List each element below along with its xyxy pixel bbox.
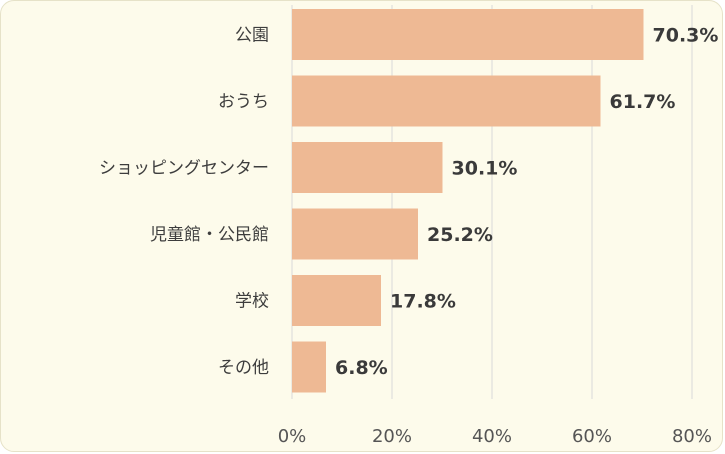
- bar: [292, 341, 326, 393]
- category-label: おうち: [218, 92, 269, 112]
- data-label: 25.2%: [427, 224, 493, 246]
- gridlines: [291, 5, 693, 399]
- bar: [292, 208, 418, 260]
- bar: [292, 275, 381, 326]
- x-tick-label: 20%: [372, 426, 412, 447]
- category-label: 公園: [235, 26, 269, 46]
- category-label: 児童館・公民館: [150, 225, 269, 245]
- labels: 0% 20% 40% 60% 80% 公園 70.3% おうち 61.7% ショッピングセンター 3…: [99, 25, 718, 448]
- bar: [292, 142, 443, 193]
- category-label: 学校: [235, 292, 269, 312]
- x-tick-label: 0%: [278, 426, 307, 447]
- data-label: 6.8%: [335, 357, 388, 379]
- x-tick-label: 60%: [572, 426, 612, 447]
- x-tick-label: 40%: [472, 426, 512, 447]
- bar: [292, 75, 601, 127]
- category-label: その他: [218, 358, 269, 378]
- data-label: 17.8%: [390, 291, 456, 313]
- data-label: 70.3%: [653, 25, 719, 47]
- data-label: 30.1%: [452, 158, 518, 180]
- category-label: ショッピングセンター: [99, 159, 269, 179]
- bar: [292, 9, 644, 60]
- data-label: 61.7%: [610, 91, 676, 113]
- bars: [292, 9, 644, 393]
- x-tick-label: 80%: [672, 426, 712, 447]
